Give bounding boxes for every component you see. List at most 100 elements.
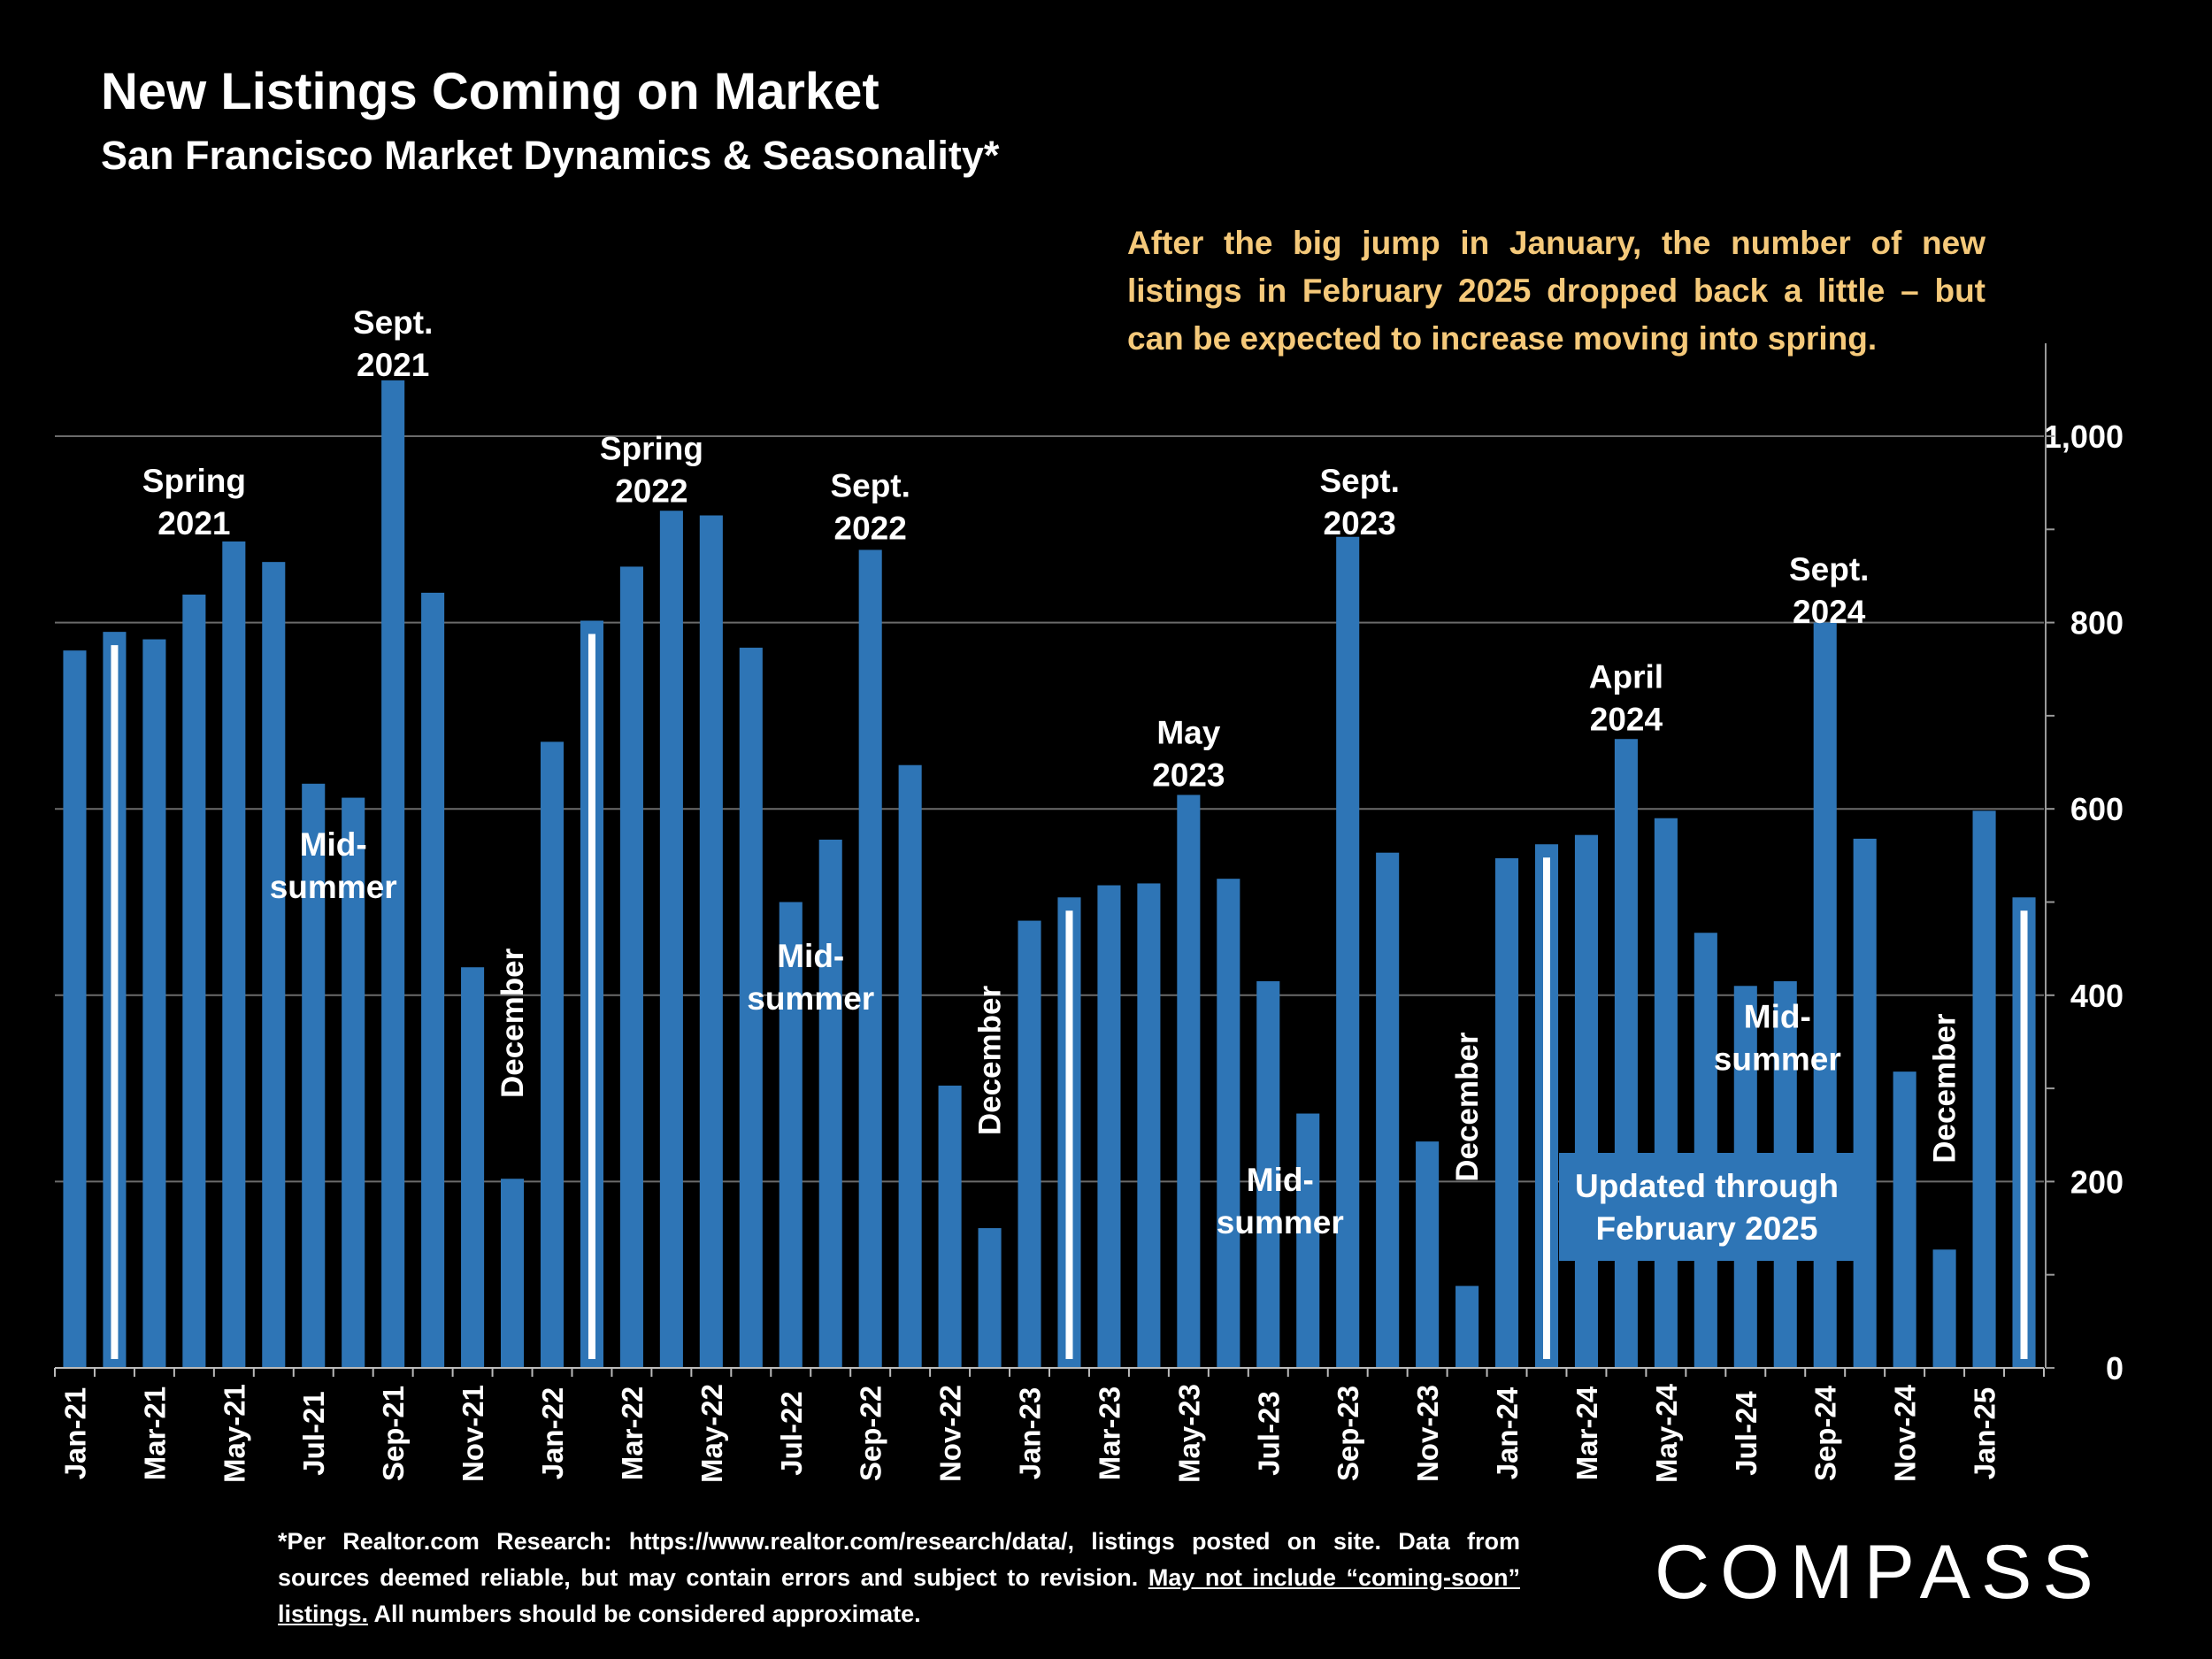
annotation-label: Mid- xyxy=(1744,999,1811,1035)
x-tick-label: May-21 xyxy=(218,1384,250,1483)
x-tick-label: Sep-24 xyxy=(1809,1385,1842,1481)
feb-marker-feb-24 xyxy=(1543,857,1550,1359)
annotation-label: May xyxy=(1156,714,1220,750)
annotation-label: 2024 xyxy=(1590,701,1663,737)
annotation-label: Sept. xyxy=(830,467,910,503)
x-tick-label: Nov-23 xyxy=(1411,1385,1444,1482)
x-tick-label: Mar-21 xyxy=(138,1386,171,1480)
x-tick-label: Jul-23 xyxy=(1252,1391,1285,1475)
bar-nov-21 xyxy=(461,967,485,1368)
bar-jun-21 xyxy=(262,562,286,1368)
x-tick-label: Jul-21 xyxy=(297,1391,330,1475)
bar-jul-22 xyxy=(779,902,803,1368)
bar-dec-22 xyxy=(978,1228,1002,1368)
bar-oct-21 xyxy=(421,592,445,1368)
annotation-label: 2021 xyxy=(157,505,230,541)
annotation-label: April xyxy=(1589,658,1663,695)
x-tick-label: Mar-22 xyxy=(616,1386,649,1480)
bar-apr-24 xyxy=(1614,739,1638,1368)
y-tick-label: 600 xyxy=(2070,791,2124,827)
x-tick-label: May-23 xyxy=(1172,1384,1205,1483)
annotation-december: December xyxy=(1928,1013,1962,1164)
bar-may-22 xyxy=(699,515,723,1368)
y-tick-label: 800 xyxy=(2070,605,2124,641)
annotation-december: December xyxy=(495,948,530,1098)
bar-aug-21 xyxy=(342,797,365,1368)
bar-aug-23 xyxy=(1296,1113,1320,1368)
bar-jun-24 xyxy=(1694,933,1717,1368)
bar-jul-21 xyxy=(302,783,326,1368)
x-tick-label: Mar-24 xyxy=(1571,1386,1603,1480)
x-tick-label: Sep-23 xyxy=(1332,1386,1364,1481)
x-tick-label: Jan-21 xyxy=(58,1387,91,1480)
y-tick-label: 200 xyxy=(2070,1164,2124,1200)
callout-text: After the big jump in January, the numbe… xyxy=(1127,225,1985,357)
bar-oct-24 xyxy=(1853,838,1877,1368)
x-tick-label: Sep-21 xyxy=(377,1386,410,1481)
x-tick-label: Mar-23 xyxy=(1093,1386,1125,1480)
bar-sep-23 xyxy=(1336,536,1360,1368)
annotation-label: summer xyxy=(270,869,397,905)
bar-may-24 xyxy=(1654,818,1678,1368)
bar-aug-22 xyxy=(818,839,842,1368)
feb-marker-feb-25 xyxy=(2020,910,2028,1359)
footnote-text-end: All numbers should be considered approxi… xyxy=(368,1601,921,1627)
bar-mar-21 xyxy=(142,639,166,1368)
annotation-label: 2023 xyxy=(1324,505,1396,541)
annotation-label: Mid- xyxy=(300,826,367,863)
x-tick-label: Jan-23 xyxy=(1014,1387,1047,1480)
annotation-label: summer xyxy=(1714,1041,1841,1078)
bar-sep-22 xyxy=(858,549,882,1368)
feb-marker-feb-23 xyxy=(1065,910,1073,1359)
compass-logo: COMPASS xyxy=(1655,1530,2104,1615)
bar-nov-22 xyxy=(938,1085,962,1368)
annotation-label: Spring xyxy=(142,463,246,499)
bar-jan-22 xyxy=(540,741,565,1368)
bar-apr-23 xyxy=(1137,883,1161,1368)
annotation-label: Mid- xyxy=(1247,1162,1314,1198)
bar-mar-24 xyxy=(1574,834,1598,1368)
annotation-december: December xyxy=(973,986,1008,1136)
y-tick-label: 0 xyxy=(2106,1350,2124,1386)
bar-nov-23 xyxy=(1416,1141,1440,1368)
annotation-label: 2022 xyxy=(615,472,687,509)
bar-jun-23 xyxy=(1217,879,1240,1368)
footnote-text: *Per Realtor.com Research: https://www.r… xyxy=(278,1528,1520,1591)
x-tick-label: Jan-25 xyxy=(1969,1387,2001,1480)
footnote-underlined: May not include “coming-soon” listings. xyxy=(278,1564,1520,1627)
annotation-label: Spring xyxy=(600,430,703,466)
x-tick-label: May-24 xyxy=(1650,1383,1683,1483)
bar-oct-22 xyxy=(898,764,922,1368)
annotation-label: 2022 xyxy=(834,510,907,546)
bar-may-21 xyxy=(222,541,246,1368)
annotation-label: Sept. xyxy=(353,304,433,341)
annotation-label: Sept. xyxy=(1789,551,1869,588)
footnote: *Per Realtor.com Research: https://www.r… xyxy=(278,1524,1520,1632)
x-tick-label: Nov-21 xyxy=(457,1385,489,1482)
bar-jan-24 xyxy=(1495,858,1519,1368)
bar-jan-23 xyxy=(1018,920,1041,1368)
updated-through-label: Updated through xyxy=(1575,1168,1839,1204)
bar-sep-21 xyxy=(381,380,405,1368)
annotation-label: Sept. xyxy=(1319,463,1399,499)
bar-dec-23 xyxy=(1455,1286,1479,1368)
x-tick-label: May-22 xyxy=(695,1384,728,1483)
updated-through-label: February 2025 xyxy=(1596,1210,1818,1247)
chart-title: New Listings Coming on Market xyxy=(101,63,879,120)
bar-dec-21 xyxy=(501,1179,525,1368)
bar-apr-21 xyxy=(182,595,206,1368)
feb-marker-feb-22 xyxy=(588,634,595,1359)
bar-may-23 xyxy=(1177,795,1201,1368)
bar-jul-23 xyxy=(1256,981,1280,1368)
x-tick-label: Nov-22 xyxy=(934,1385,967,1482)
chart-subtitle: San Francisco Market Dynamics & Seasonal… xyxy=(101,133,1000,178)
x-tick-label: Nov-24 xyxy=(1889,1384,1922,1482)
bar-oct-23 xyxy=(1376,852,1400,1368)
annotation-label: Mid- xyxy=(777,938,844,974)
y-tick-label: 1,000 xyxy=(2044,419,2124,455)
bar-dec-24 xyxy=(1932,1249,1956,1368)
annotation-december: December xyxy=(1450,1032,1485,1182)
bar-jan-25 xyxy=(1972,810,1996,1368)
updated-through-box xyxy=(1559,1153,1855,1261)
